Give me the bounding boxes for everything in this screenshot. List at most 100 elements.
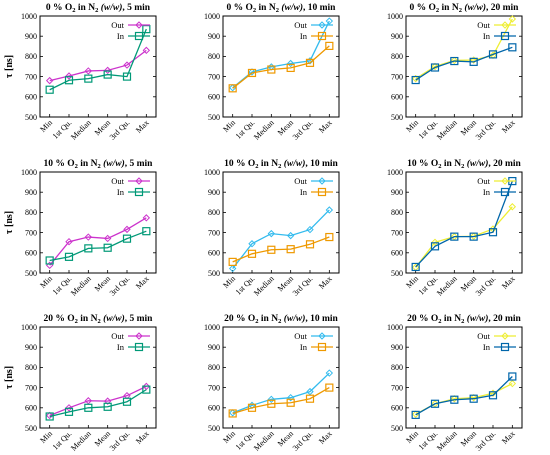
plot-frame: [405, 326, 523, 429]
series-line-in: [49, 230, 147, 262]
legend-marker: [318, 21, 326, 29]
chart-title: 0 % O2 in N2 (w/w), 10 min: [227, 2, 337, 14]
y-tick-label: 500: [391, 113, 403, 122]
y-tick-label: 900: [391, 343, 403, 352]
legend-label: In: [300, 31, 308, 41]
y-tick-label: 700: [208, 228, 220, 237]
chart-panel-6: 10 % O2 in N2 (w/w), 20 min 500 600 700 800 9…: [387, 158, 523, 298]
legend-marker: [500, 342, 510, 352]
y-tick-label: 900: [25, 32, 37, 41]
data-point-out: [286, 59, 295, 68]
y-tick-label: 600: [208, 93, 220, 102]
y-tick-label: 800: [208, 208, 220, 217]
plot-frame: [222, 326, 340, 429]
data-point-in: [228, 409, 237, 418]
x-tick-label: Min: [38, 118, 54, 134]
data-point-out: [431, 238, 439, 247]
chart-title: 10 % O2 in N2 (w/w), 5 min: [44, 158, 154, 170]
data-point-in: [286, 398, 295, 407]
x-tick-label: Min: [404, 118, 420, 134]
chart-panel-2: 0 % O2 in N2 (w/w), 10 min 500 600 700 800 90…: [204, 2, 340, 142]
legend-label: Out: [477, 20, 490, 30]
y-tick-label: 900: [208, 188, 220, 197]
legend-label: Out: [477, 176, 490, 186]
data-point-in: [325, 383, 334, 392]
x-tick-label: 3rd Qu.: [291, 274, 315, 298]
y-tick-label: 700: [391, 383, 403, 392]
data-point-in: [286, 245, 295, 254]
y-tick-label: 500: [208, 113, 220, 122]
legend-marker: [318, 177, 326, 185]
legend-label: Out: [111, 331, 124, 341]
data-point-in: [430, 242, 440, 251]
y-tick-label: 800: [208, 52, 220, 61]
plot-frame: [405, 15, 523, 118]
data-point-out: [469, 56, 478, 64]
data-point-out: [450, 395, 459, 403]
x-tick-label: Median: [435, 118, 459, 142]
legend-marker: [500, 187, 510, 197]
data-point-out: [123, 61, 131, 69]
series-line-out: [49, 217, 147, 266]
data-point-out: [65, 237, 73, 246]
data-point-in: [411, 410, 420, 419]
data-point-in: [411, 75, 420, 85]
data-point-in: [450, 56, 459, 66]
legend-marker: [134, 187, 144, 197]
x-tick-label: 3rd Qu.: [474, 118, 498, 142]
x-tick-label: Median: [435, 429, 459, 453]
y-axis-label: τ [ns]: [4, 366, 15, 389]
x-tick-label: 3rd Qu.: [474, 429, 498, 453]
data-point-out: [228, 409, 237, 417]
y-tick-label: 1000: [21, 323, 37, 332]
data-point-in: [247, 403, 257, 412]
series-line-out: [232, 372, 330, 414]
y-tick-label: 600: [25, 404, 37, 413]
y-tick-label: 700: [208, 72, 220, 81]
y-tick-label: 1000: [204, 12, 220, 21]
legend-marker: [317, 342, 327, 352]
x-tick-label: Max: [500, 274, 517, 291]
data-point-in: [325, 41, 334, 50]
data-point-in: [228, 257, 237, 266]
chart-title: 20 % O2 in N2 (w/w), 5 min: [44, 313, 154, 325]
data-point-in: [84, 403, 93, 412]
data-point-out: [103, 234, 112, 243]
plot-frame: [405, 171, 523, 274]
data-point-in: [411, 262, 420, 272]
x-tick-label: Max: [317, 118, 334, 135]
legend-marker: [135, 177, 143, 185]
y-tick-label: 500: [25, 269, 37, 278]
data-point-out: [65, 404, 73, 412]
y-tick-label: 1000: [204, 323, 220, 332]
data-point-in: [122, 234, 132, 243]
y-tick-label: 1000: [387, 168, 403, 177]
legend-marker: [501, 332, 509, 340]
legend-marker: [135, 21, 143, 29]
y-tick-label: 900: [25, 188, 37, 197]
legend-label: In: [483, 31, 491, 41]
data-point-in: [247, 68, 257, 78]
x-tick-label: 3rd Qu.: [108, 118, 132, 142]
data-point-out: [286, 231, 295, 240]
data-point-out: [45, 411, 54, 420]
x-tick-label: Max: [317, 274, 334, 291]
data-point-in: [267, 399, 276, 408]
data-point-in: [450, 395, 459, 404]
x-tick-label: 3rd Qu.: [474, 274, 498, 298]
data-point-out: [469, 393, 478, 402]
data-point-in: [430, 63, 440, 72]
series-line-out: [232, 209, 330, 269]
data-point-out: [103, 66, 112, 75]
legend-label: Out: [294, 331, 307, 341]
legend-label: In: [117, 31, 125, 41]
data-point-out: [325, 206, 334, 214]
legend-marker: [318, 332, 326, 340]
data-point-out: [84, 233, 93, 241]
data-point-out: [508, 379, 517, 388]
x-tick-label: Max: [317, 429, 334, 446]
data-point-in: [488, 50, 498, 59]
data-point-in: [305, 58, 315, 67]
legend-marker: [501, 21, 509, 29]
y-tick-label: 600: [208, 404, 220, 413]
